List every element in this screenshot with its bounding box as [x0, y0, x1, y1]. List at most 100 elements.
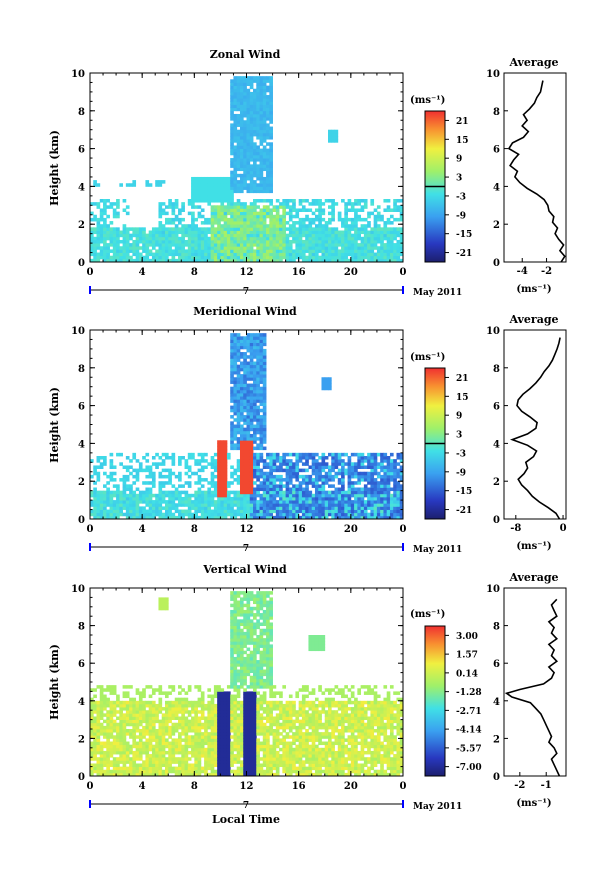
heatmap-cell	[220, 239, 225, 244]
heatmap-cell	[125, 227, 130, 231]
heatmap-cell	[399, 246, 404, 250]
heatmap-cell	[230, 136, 234, 140]
heatmap-cell	[236, 88, 241, 93]
heatmap-cell	[145, 249, 150, 253]
heatmap-cell	[116, 512, 120, 517]
heatmap-cell	[259, 433, 264, 438]
heatmap-cell	[243, 88, 247, 93]
heatmap-cell	[106, 769, 110, 774]
heatmap-cell	[262, 487, 267, 492]
heatmap-cell	[253, 230, 257, 235]
heatmap-cell	[243, 405, 247, 410]
heatmap-cell	[125, 700, 130, 705]
heatmap-cell	[236, 339, 241, 343]
heatmap-cell	[331, 230, 335, 235]
heatmap-cell	[266, 129, 270, 134]
heatmap-cell	[223, 236, 228, 241]
heatmap-cell	[259, 101, 264, 105]
heatmap-cell	[90, 509, 94, 514]
x-tick-label: 20	[344, 524, 358, 535]
heatmap-cell	[246, 500, 251, 504]
heatmap-cell	[239, 136, 244, 140]
heatmap-cell	[226, 503, 231, 507]
heatmap-cell	[389, 252, 394, 257]
heatmap-cell	[122, 227, 127, 231]
heatmap-cell	[226, 183, 231, 187]
heatmap-cell	[331, 255, 335, 260]
heatmap-cell	[233, 437, 238, 441]
heatmap-cell	[233, 468, 238, 473]
heatmap-cell	[158, 769, 163, 774]
heatmap-cell	[103, 246, 107, 250]
heatmap-cell	[249, 415, 254, 419]
heatmap-cell	[109, 465, 114, 469]
heatmap-cell	[279, 255, 283, 260]
heatmap-cell	[357, 230, 362, 235]
heatmap-cell	[239, 512, 244, 517]
heatmap-cell	[259, 154, 264, 159]
heatmap-cell	[233, 515, 238, 520]
heatmap-cell	[308, 478, 313, 482]
heatmap-cell	[341, 246, 345, 250]
heatmap-cell	[125, 500, 130, 504]
heatmap-cell	[116, 710, 120, 714]
heatmap-cell	[112, 211, 117, 216]
heatmap-cell	[223, 474, 228, 479]
heatmap-cell	[230, 199, 234, 203]
heatmap-cell	[279, 258, 283, 263]
heatmap-cell	[249, 249, 254, 253]
heatmap-cell	[122, 243, 127, 247]
heatmap-cell	[266, 243, 270, 247]
heatmap-cell	[344, 452, 348, 457]
heatmap-cell	[122, 252, 127, 257]
heatmap-cell	[230, 506, 234, 510]
heatmap-cell	[99, 236, 104, 241]
heatmap-cell	[367, 474, 371, 479]
heatmap-cell	[236, 393, 241, 397]
heatmap-cell	[357, 509, 362, 514]
heatmap-cell	[318, 227, 322, 231]
heatmap-cell	[269, 173, 273, 178]
heatmap-cell	[223, 456, 228, 460]
heatmap-cell	[328, 493, 332, 498]
heatmap-cell	[217, 512, 221, 517]
heatmap-cell	[194, 515, 198, 520]
heatmap-cell	[168, 750, 172, 755]
heatmap-cell	[112, 747, 117, 752]
heatmap-cell	[341, 465, 345, 469]
heatmap-cell	[337, 456, 342, 460]
heatmap-cell	[96, 763, 101, 767]
heatmap-cell	[253, 348, 257, 353]
heatmap-cell	[288, 468, 293, 473]
heatmap-cell	[262, 493, 267, 498]
heatmap-cell	[233, 176, 238, 181]
heatmap-cell	[129, 512, 133, 517]
heatmap-cell	[256, 506, 260, 510]
heatmap-cell	[151, 766, 156, 771]
heatmap-cell	[106, 688, 110, 692]
heatmap-cell	[200, 227, 205, 231]
heatmap-cell	[90, 735, 94, 739]
heatmap-cell	[178, 769, 182, 774]
heatmap-cell	[249, 142, 254, 146]
heatmap-cell	[259, 358, 264, 362]
heatmap-cell	[376, 233, 381, 238]
heatmap-cell	[191, 255, 195, 260]
heatmap-cell	[155, 233, 159, 238]
heatmap-cell	[109, 754, 114, 758]
heatmap-cell	[109, 722, 114, 727]
heatmap-cell	[171, 713, 176, 717]
heatmap-cell	[383, 509, 388, 514]
heatmap-cell	[90, 512, 94, 517]
heatmap-cell	[135, 239, 140, 244]
heatmap-cell	[132, 496, 137, 501]
heatmap-cell	[112, 202, 117, 206]
heatmap-cell	[256, 459, 260, 463]
heatmap-cell	[256, 465, 260, 469]
heatmap-cell	[197, 246, 202, 250]
heatmap-cell	[380, 481, 384, 485]
heatmap-cell	[217, 443, 221, 447]
heatmap-cell	[207, 509, 212, 514]
heatmap-cell	[226, 224, 231, 228]
